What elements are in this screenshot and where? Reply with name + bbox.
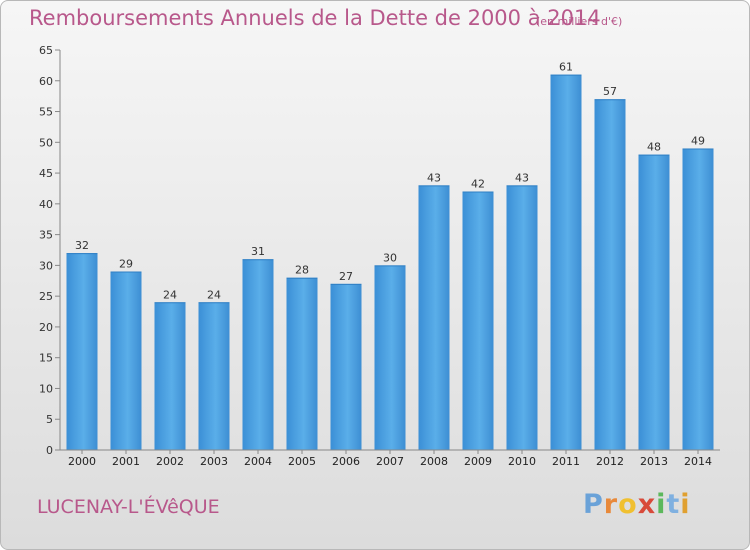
data-label: 43: [515, 171, 529, 184]
y-tick-label: 60: [39, 75, 53, 88]
data-label: 24: [163, 288, 177, 301]
logo-letter: x: [637, 489, 657, 520]
bar: [462, 191, 494, 451]
y-axis: 0 5 10 15 20 25 30 35 40 45 50 55 60 65: [39, 44, 61, 457]
bars-group: 32 29 24 24 31 28 27 30 43 42 43 61 57 48 49: [66, 61, 714, 451]
logo-letter: t: [666, 489, 681, 520]
y-tick-label: 0: [46, 444, 53, 457]
logo-letter: i: [680, 489, 691, 520]
proxiti-logo: Proxiti: [583, 489, 691, 520]
y-tick-label: 30: [39, 259, 53, 272]
bar: [550, 74, 582, 450]
y-tick-label: 15: [39, 352, 53, 365]
x-tick-label: 2011: [552, 455, 580, 468]
bar: [286, 277, 318, 450]
y-tick-label: 35: [39, 229, 53, 242]
y-tick-label: 25: [39, 290, 53, 303]
place-name: LUCENAY-L'ÉVêQUE: [37, 496, 220, 518]
data-label: 28: [295, 264, 309, 277]
x-tick-label: 2012: [596, 455, 624, 468]
y-tick-label: 45: [39, 167, 53, 180]
data-label: 29: [119, 258, 133, 271]
chart-subtitle: (en milliers d'€): [536, 15, 623, 28]
bar: [638, 154, 670, 450]
x-tick-label: 2010: [508, 455, 536, 468]
data-label: 27: [339, 270, 353, 283]
x-tick-label: 2006: [332, 455, 360, 468]
data-label: 42: [471, 178, 485, 191]
data-label: 48: [647, 141, 661, 154]
x-axis: 2000 2001 2002 2003 2004 2005 2006 2007 2008 2009…: [60, 449, 720, 468]
x-tick-label: 2004: [244, 455, 272, 468]
logo-letter: o: [618, 489, 638, 520]
x-tick-label: 2000: [68, 455, 96, 468]
data-label: 43: [427, 171, 441, 184]
bar: [66, 253, 98, 450]
x-tick-label: 2008: [420, 455, 448, 468]
x-tick-label: 2001: [112, 455, 140, 468]
logo-letter: P: [583, 489, 604, 520]
logo-letter: i: [656, 489, 667, 520]
bar: [418, 185, 450, 450]
x-tick-label: 2014: [684, 455, 712, 468]
bar: [198, 302, 230, 450]
bar: [374, 265, 406, 450]
bar: [242, 259, 274, 450]
data-label: 32: [75, 239, 89, 252]
y-tick-label: 20: [39, 321, 53, 334]
x-tick-label: 2002: [156, 455, 184, 468]
bar: [110, 271, 142, 450]
y-tick-label: 65: [39, 44, 53, 57]
data-label: 30: [383, 251, 397, 264]
y-tick-label: 40: [39, 198, 53, 211]
data-label: 61: [559, 61, 573, 74]
data-label: 49: [691, 134, 705, 147]
bar: [506, 185, 538, 450]
data-label: 31: [251, 245, 265, 258]
bar: [154, 302, 186, 450]
y-tick-label: 5: [46, 413, 53, 426]
logo-letter: r: [603, 489, 619, 520]
y-tick-label: 55: [39, 106, 53, 119]
y-tick-label: 50: [39, 136, 53, 149]
bar: [594, 99, 626, 450]
x-tick-label: 2009: [464, 455, 492, 468]
x-tick-label: 2013: [640, 455, 668, 468]
x-tick-label: 2007: [376, 455, 404, 468]
bar: [330, 283, 362, 450]
x-tick-label: 2005: [288, 455, 316, 468]
data-label: 24: [207, 288, 221, 301]
y-tick-label: 10: [39, 382, 53, 395]
chart-title: Remboursements Annuels de la Dette de 20…: [29, 6, 601, 30]
bar: [682, 148, 714, 450]
data-label: 57: [603, 85, 617, 98]
x-tick-label: 2003: [200, 455, 228, 468]
